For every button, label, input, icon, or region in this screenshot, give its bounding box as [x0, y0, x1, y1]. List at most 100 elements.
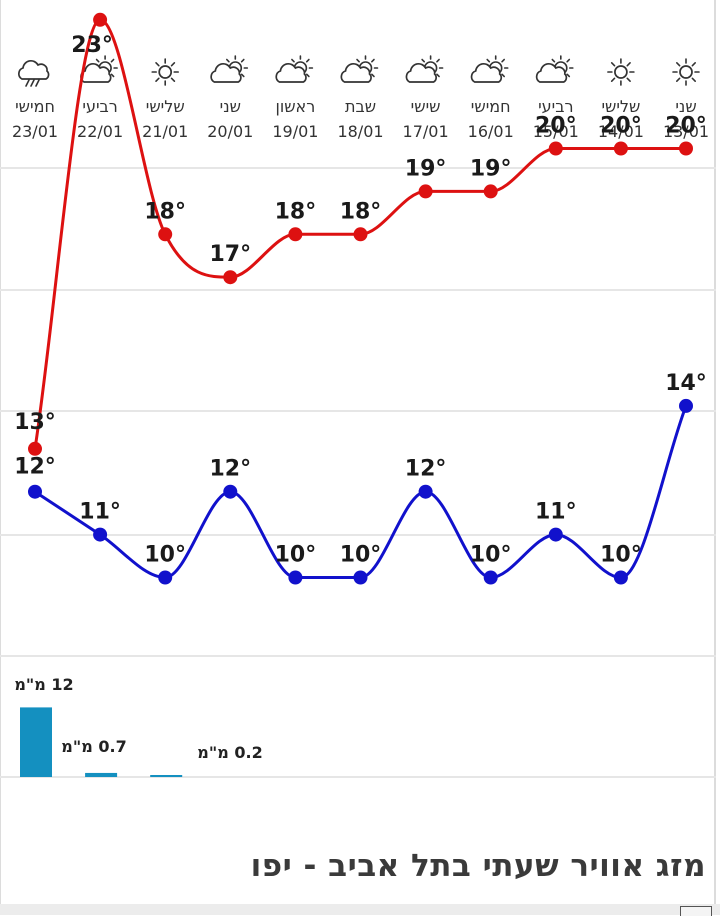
sun-cloud-icon: [275, 55, 314, 83]
sun-cloud-icon: [80, 55, 118, 83]
sun-ray: [240, 73, 245, 78]
max-temp-label: 23°: [71, 33, 113, 58]
max-temp-label: 18°: [275, 199, 317, 224]
rain-drop: [35, 79, 40, 87]
sun-icon: [151, 58, 179, 86]
max-temp-label: 18°: [340, 199, 382, 224]
sun-ray: [691, 77, 696, 82]
rain-drop: [25, 79, 30, 87]
sun-cloud-icon: [405, 55, 444, 83]
date-label: 19/01: [272, 122, 318, 141]
max-temp-point: [679, 141, 693, 156]
sun-cloud-icon: [470, 55, 509, 83]
min-temp-label: 12°: [209, 457, 251, 482]
min-temp-label: 12°: [14, 455, 56, 480]
precipitation-label: 0.2 מ"מ: [197, 743, 262, 762]
max-temp-point: [223, 270, 238, 285]
sun-ray: [110, 58, 115, 63]
sun-ray: [95, 58, 100, 63]
max-temp-label: 18°: [144, 199, 186, 224]
precipitation-bar: [85, 772, 118, 777]
sun-ray: [691, 62, 696, 67]
sun-ray: [551, 58, 556, 63]
min-temp-point: [93, 527, 108, 542]
sun-ray: [170, 62, 176, 67]
date-label: 15/01: [533, 122, 579, 141]
max-temp-label: 20°: [600, 114, 642, 139]
sun-ray: [110, 73, 115, 78]
max-temp-point: [93, 12, 108, 27]
min-temp-label: 10°: [470, 543, 512, 568]
precipitation-label: 0.7 מ"מ: [61, 737, 126, 756]
cloud-shape: [18, 59, 50, 80]
date-label: 14/01: [598, 122, 644, 141]
cloud-shape: [470, 62, 503, 83]
day-name: שבת: [345, 97, 376, 116]
date-label: 16/01: [468, 122, 514, 141]
max-temp-point: [28, 441, 42, 456]
max-temp-label: 19°: [405, 156, 447, 181]
cloud-shape: [340, 62, 372, 83]
min-temp-label: 11°: [535, 500, 577, 525]
day-name: שני: [675, 97, 696, 116]
cloud-shape: [80, 62, 112, 83]
day-name: חמישי: [471, 97, 511, 116]
min-temp-label: 11°: [79, 500, 121, 525]
sun-ray: [371, 73, 375, 78]
max-temp-label: 20°: [535, 114, 577, 139]
sun-disc: [158, 65, 173, 79]
precipitation-bar: [150, 775, 183, 777]
day-name: שני: [220, 97, 241, 116]
bottom-handle[interactable]: [680, 906, 712, 916]
sun-cloud-icon: [535, 55, 574, 83]
sun-ray: [626, 62, 631, 67]
min-temp-point: [28, 484, 42, 499]
sun-ray: [501, 73, 505, 78]
day-name: שישי: [411, 97, 441, 116]
min-temp-point: [288, 570, 303, 585]
min-temp-point: [613, 570, 628, 585]
cloud-shape: [210, 62, 242, 83]
precipitation-label: 12 מ"מ: [14, 675, 73, 694]
sun-cloud-icon: [210, 55, 249, 83]
sun-icon: [672, 58, 700, 86]
day-name: שלישי: [601, 97, 640, 116]
max-temp-point: [158, 227, 173, 242]
min-temp-label: 14°: [665, 371, 707, 396]
sun-ray: [610, 77, 616, 82]
max-temp-point: [613, 141, 628, 156]
page-title: מזג אוויר שעתי בתל אביב - יפו: [250, 848, 706, 884]
max-temp-point: [548, 141, 563, 156]
sun-ray: [371, 58, 375, 63]
sun-ray: [421, 58, 426, 63]
sun-ray: [155, 62, 160, 67]
bottom-bar: [0, 904, 720, 915]
day-name: שלישי: [146, 97, 185, 116]
cloud-shape: [275, 62, 307, 83]
max-temp-label: 13°: [14, 410, 56, 435]
sun-disc: [679, 65, 693, 79]
rain-cloud-icon: [18, 59, 50, 87]
sun-disc: [614, 65, 628, 79]
sun-ray: [291, 58, 295, 63]
sun-ray: [676, 62, 681, 67]
sun-ray: [155, 77, 160, 82]
date-label: 13/01: [663, 122, 709, 141]
sun-ray: [436, 73, 440, 78]
sun-ray: [226, 58, 230, 63]
date-label: 23/01: [12, 122, 58, 141]
sun-ray: [170, 77, 176, 82]
max-temp-label: 17°: [209, 242, 251, 267]
min-temp-point: [548, 527, 563, 542]
sun-ray: [240, 58, 245, 63]
cloud-shape: [535, 62, 568, 83]
day-name: ראשון: [276, 97, 316, 116]
sun-ray: [566, 58, 571, 63]
min-temp-point: [483, 570, 498, 585]
day-name: חמישי: [15, 97, 55, 116]
cloud-shape: [405, 62, 437, 83]
min-temp-point: [679, 398, 693, 413]
sun-ray: [305, 58, 310, 63]
